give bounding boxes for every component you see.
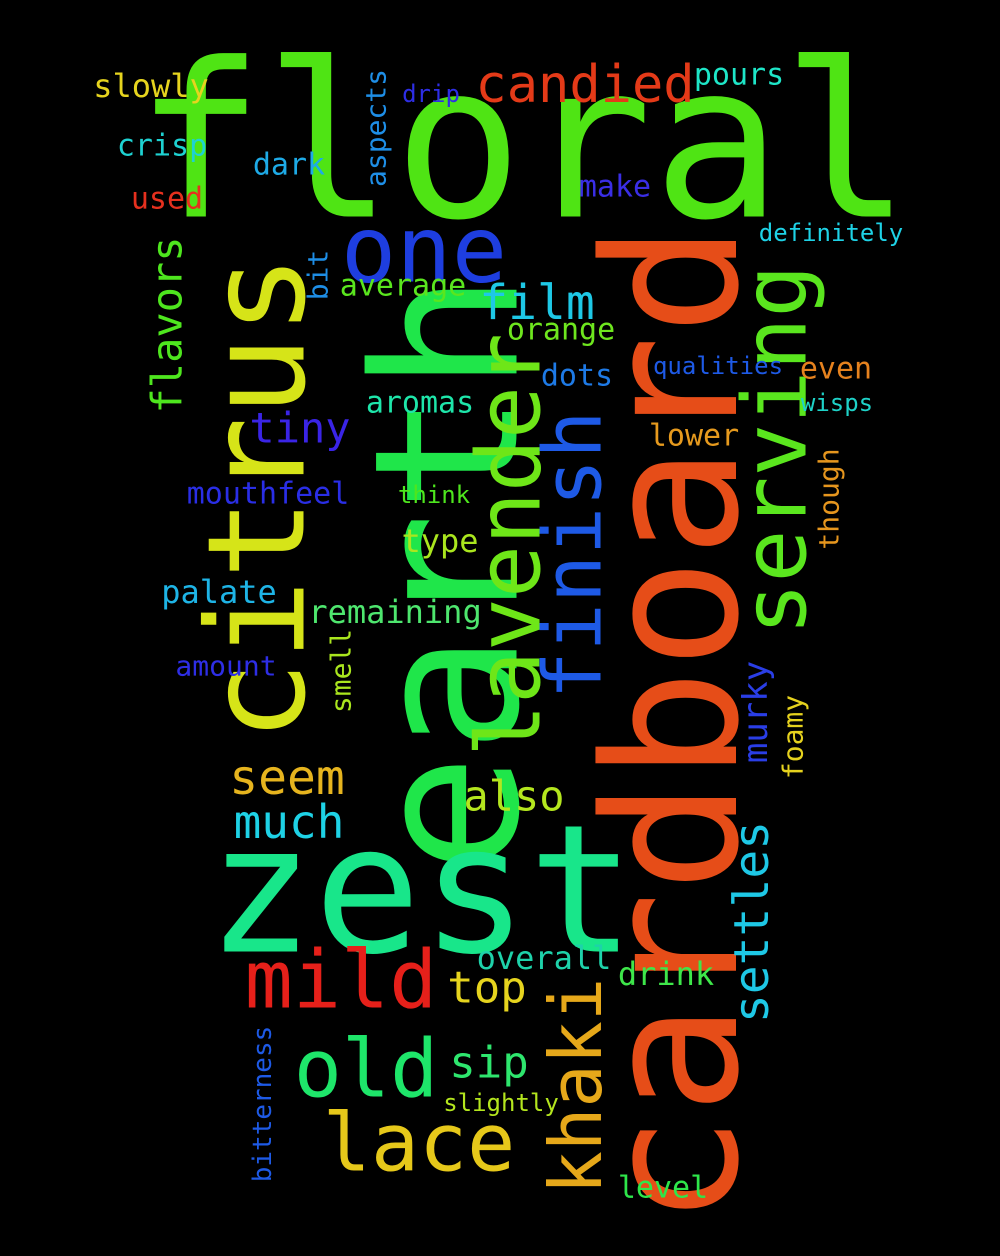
word-much: much — [234, 795, 345, 849]
word-mild: mild — [245, 934, 438, 1027]
word-pours: pours — [694, 58, 784, 93]
word-qualities: qualities — [653, 352, 783, 380]
word-make: make — [579, 170, 651, 205]
word-slightly: slightly — [443, 1089, 559, 1117]
word-definitely: definitely — [759, 219, 904, 247]
word-one: one — [341, 197, 507, 304]
word-lace: lace — [323, 1097, 516, 1190]
word-even: even — [800, 352, 872, 387]
word-slowly: slowly — [93, 67, 209, 105]
word-flavors: flavors — [143, 236, 192, 413]
word-khaki: khaki — [534, 978, 618, 1195]
word-type: type — [401, 522, 478, 560]
word-zest: zest — [207, 787, 636, 994]
word-crisp: crisp — [117, 129, 207, 164]
word-old: old — [294, 1023, 439, 1116]
word-sip: sip — [449, 1038, 528, 1089]
word-used: used — [131, 182, 203, 217]
word-think: think — [398, 481, 471, 509]
word-cardboard: cardboard — [564, 224, 780, 1226]
word-aromas: aromas — [366, 386, 474, 421]
word-average: average — [340, 269, 466, 304]
word-foamy: foamy — [777, 695, 810, 779]
word-dots: dots — [541, 359, 613, 394]
word-floral: floral — [135, 17, 912, 268]
word-mouthfeel: mouthfeel — [187, 477, 350, 512]
word-overall: overall — [477, 939, 612, 977]
word-orange: orange — [507, 313, 615, 348]
word-also: also — [463, 772, 564, 821]
word-wisps: wisps — [801, 389, 873, 417]
word-serving: serving — [724, 265, 827, 636]
word-palate: palate — [161, 573, 277, 611]
word-candied: candied — [475, 55, 694, 115]
word-smell: smell — [325, 629, 358, 713]
word-finish: finish — [527, 411, 620, 700]
word-citrus: citrus — [179, 254, 336, 742]
word-drip: drip — [402, 80, 460, 108]
word-remaining: remaining — [308, 593, 481, 631]
word-dark: dark — [253, 148, 325, 183]
word-settles: settles — [724, 821, 780, 1023]
word-bitterness: bitterness — [248, 1026, 278, 1183]
word-murky: murky — [736, 661, 776, 763]
word-lower: lower — [649, 419, 739, 454]
word-drink: drink — [618, 955, 714, 993]
word-lavender: lavender — [458, 333, 561, 757]
word-top: top — [447, 963, 526, 1014]
word-tiny: tiny — [249, 404, 350, 453]
word-level: level — [618, 1171, 708, 1206]
word-aspects: aspects — [360, 69, 393, 187]
word-film: film — [479, 275, 595, 331]
word-though: though — [813, 448, 846, 549]
word-earth: earth — [332, 272, 565, 874]
word-amount: amount — [175, 650, 276, 683]
word-bit: bit — [302, 250, 335, 301]
word-seem: seem — [229, 750, 345, 806]
